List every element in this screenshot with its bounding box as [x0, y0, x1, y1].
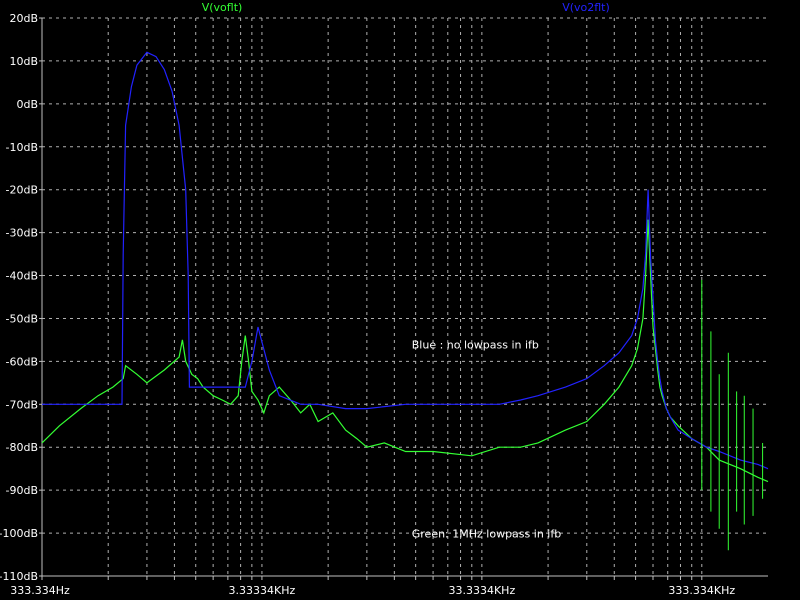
- annotation-text: Green: 1MHz lowpass in ifb: [412, 527, 561, 540]
- y-tick-label: 20dB: [9, 12, 38, 25]
- x-tick-label: 333.334KHz: [668, 584, 735, 597]
- axes: [41, 18, 768, 577]
- y-tick-label: -90dB: [6, 484, 39, 497]
- series-group: [41, 51, 769, 483]
- annotation-text: Blue : no lowpass in ifb: [412, 339, 539, 352]
- y-tick-label: -50dB: [6, 312, 39, 325]
- series-line-vo2flt: [42, 51, 769, 470]
- y-tick-label: -10dB: [6, 141, 39, 154]
- y-tick-label: -110dB: [0, 570, 38, 583]
- y-tick-label: 10dB: [9, 55, 38, 68]
- y-tick-label: -100dB: [0, 527, 38, 540]
- annotations: Blue : no lowpass in ifb Green: 1MHz lowp…: [412, 339, 561, 541]
- x-tick-labels: 333.334Hz 3.33334KHz 33.3334KHz 333.334KHz: [10, 576, 735, 597]
- x-tick-label: 333.334Hz: [10, 584, 70, 597]
- y-tick-label: -20dB: [6, 184, 39, 197]
- series-line-voflt: [41, 219, 769, 483]
- spur-lines: [701, 279, 764, 551]
- legend-vo2flt: V(vo2flt): [562, 1, 610, 14]
- legend: V(voflt) V(vo2flt): [202, 1, 610, 14]
- y-tick-label: -40dB: [6, 270, 39, 283]
- legend-voflt: V(voflt): [202, 1, 243, 14]
- y-tick-labels: 20dB 10dB 0dB -10dB -20dB -30dB -40dB -50dB -60d…: [0, 12, 42, 583]
- y-tick-label: -60dB: [6, 355, 39, 368]
- y-tick-label: -70dB: [6, 398, 39, 411]
- x-tick-label: 33.3334KHz: [448, 584, 515, 597]
- x-tick-label: 3.33334KHz: [229, 584, 296, 597]
- y-tick-label: 0dB: [16, 98, 38, 111]
- y-tick-label: -80dB: [6, 441, 39, 454]
- y-tick-label: -30dB: [6, 227, 39, 240]
